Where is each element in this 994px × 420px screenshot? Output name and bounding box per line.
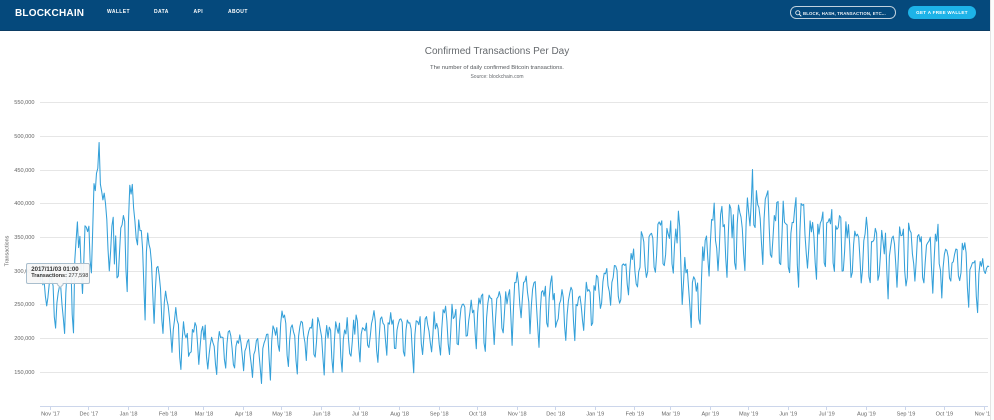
svg-text:300,000: 300,000 <box>14 269 34 275</box>
svg-text:Mar '19: Mar '19 <box>661 411 679 417</box>
svg-text:Mar '18: Mar '18 <box>195 411 213 417</box>
svg-text:Feb '19: Feb '19 <box>626 411 644 417</box>
svg-text:Jan '18: Jan '18 <box>120 411 138 417</box>
svg-text:550,000: 550,000 <box>14 100 34 106</box>
svg-text:Aug '19: Aug '19 <box>857 411 876 417</box>
svg-text:Oct '19: Oct '19 <box>936 411 954 417</box>
svg-text:Jul '19: Jul '19 <box>819 411 835 417</box>
svg-text:200,000: 200,000 <box>14 336 34 342</box>
svg-text:450,000: 450,000 <box>14 168 34 174</box>
svg-text:Transactions: Transactions <box>5 235 11 266</box>
svg-text:Nov '17: Nov '17 <box>41 411 60 417</box>
svg-text:150,000: 150,000 <box>14 370 34 376</box>
svg-text:Dec '17: Dec '17 <box>80 411 99 417</box>
svg-text:Nov '18: Nov '18 <box>508 411 527 417</box>
svg-text:Jan '19: Jan '19 <box>586 411 604 417</box>
svg-text:Oct '18: Oct '18 <box>469 411 487 417</box>
svg-text:Nov '19: Nov '19 <box>975 411 994 417</box>
svg-text:May '19: May '19 <box>739 411 758 417</box>
svg-text:350,000: 350,000 <box>14 235 34 241</box>
svg-text:500,000: 500,000 <box>14 134 34 140</box>
svg-text:250,000: 250,000 <box>14 302 34 308</box>
svg-text:Jun '19: Jun '19 <box>779 411 797 417</box>
svg-text:Sep '19: Sep '19 <box>897 411 916 417</box>
svg-text:Sep '18: Sep '18 <box>430 411 449 417</box>
svg-text:Dec '18: Dec '18 <box>546 411 565 417</box>
svg-text:Apr '19: Apr '19 <box>702 411 720 417</box>
svg-text:Aug '18: Aug '18 <box>390 411 409 417</box>
svg-text:Jun '18: Jun '18 <box>313 411 331 417</box>
svg-text:May '18: May '18 <box>272 411 291 417</box>
svg-text:Jul '18: Jul '18 <box>352 411 368 417</box>
svg-text:400,000: 400,000 <box>14 201 34 207</box>
svg-text:Apr '18: Apr '18 <box>235 411 253 417</box>
svg-text:Feb '18: Feb '18 <box>159 411 177 417</box>
